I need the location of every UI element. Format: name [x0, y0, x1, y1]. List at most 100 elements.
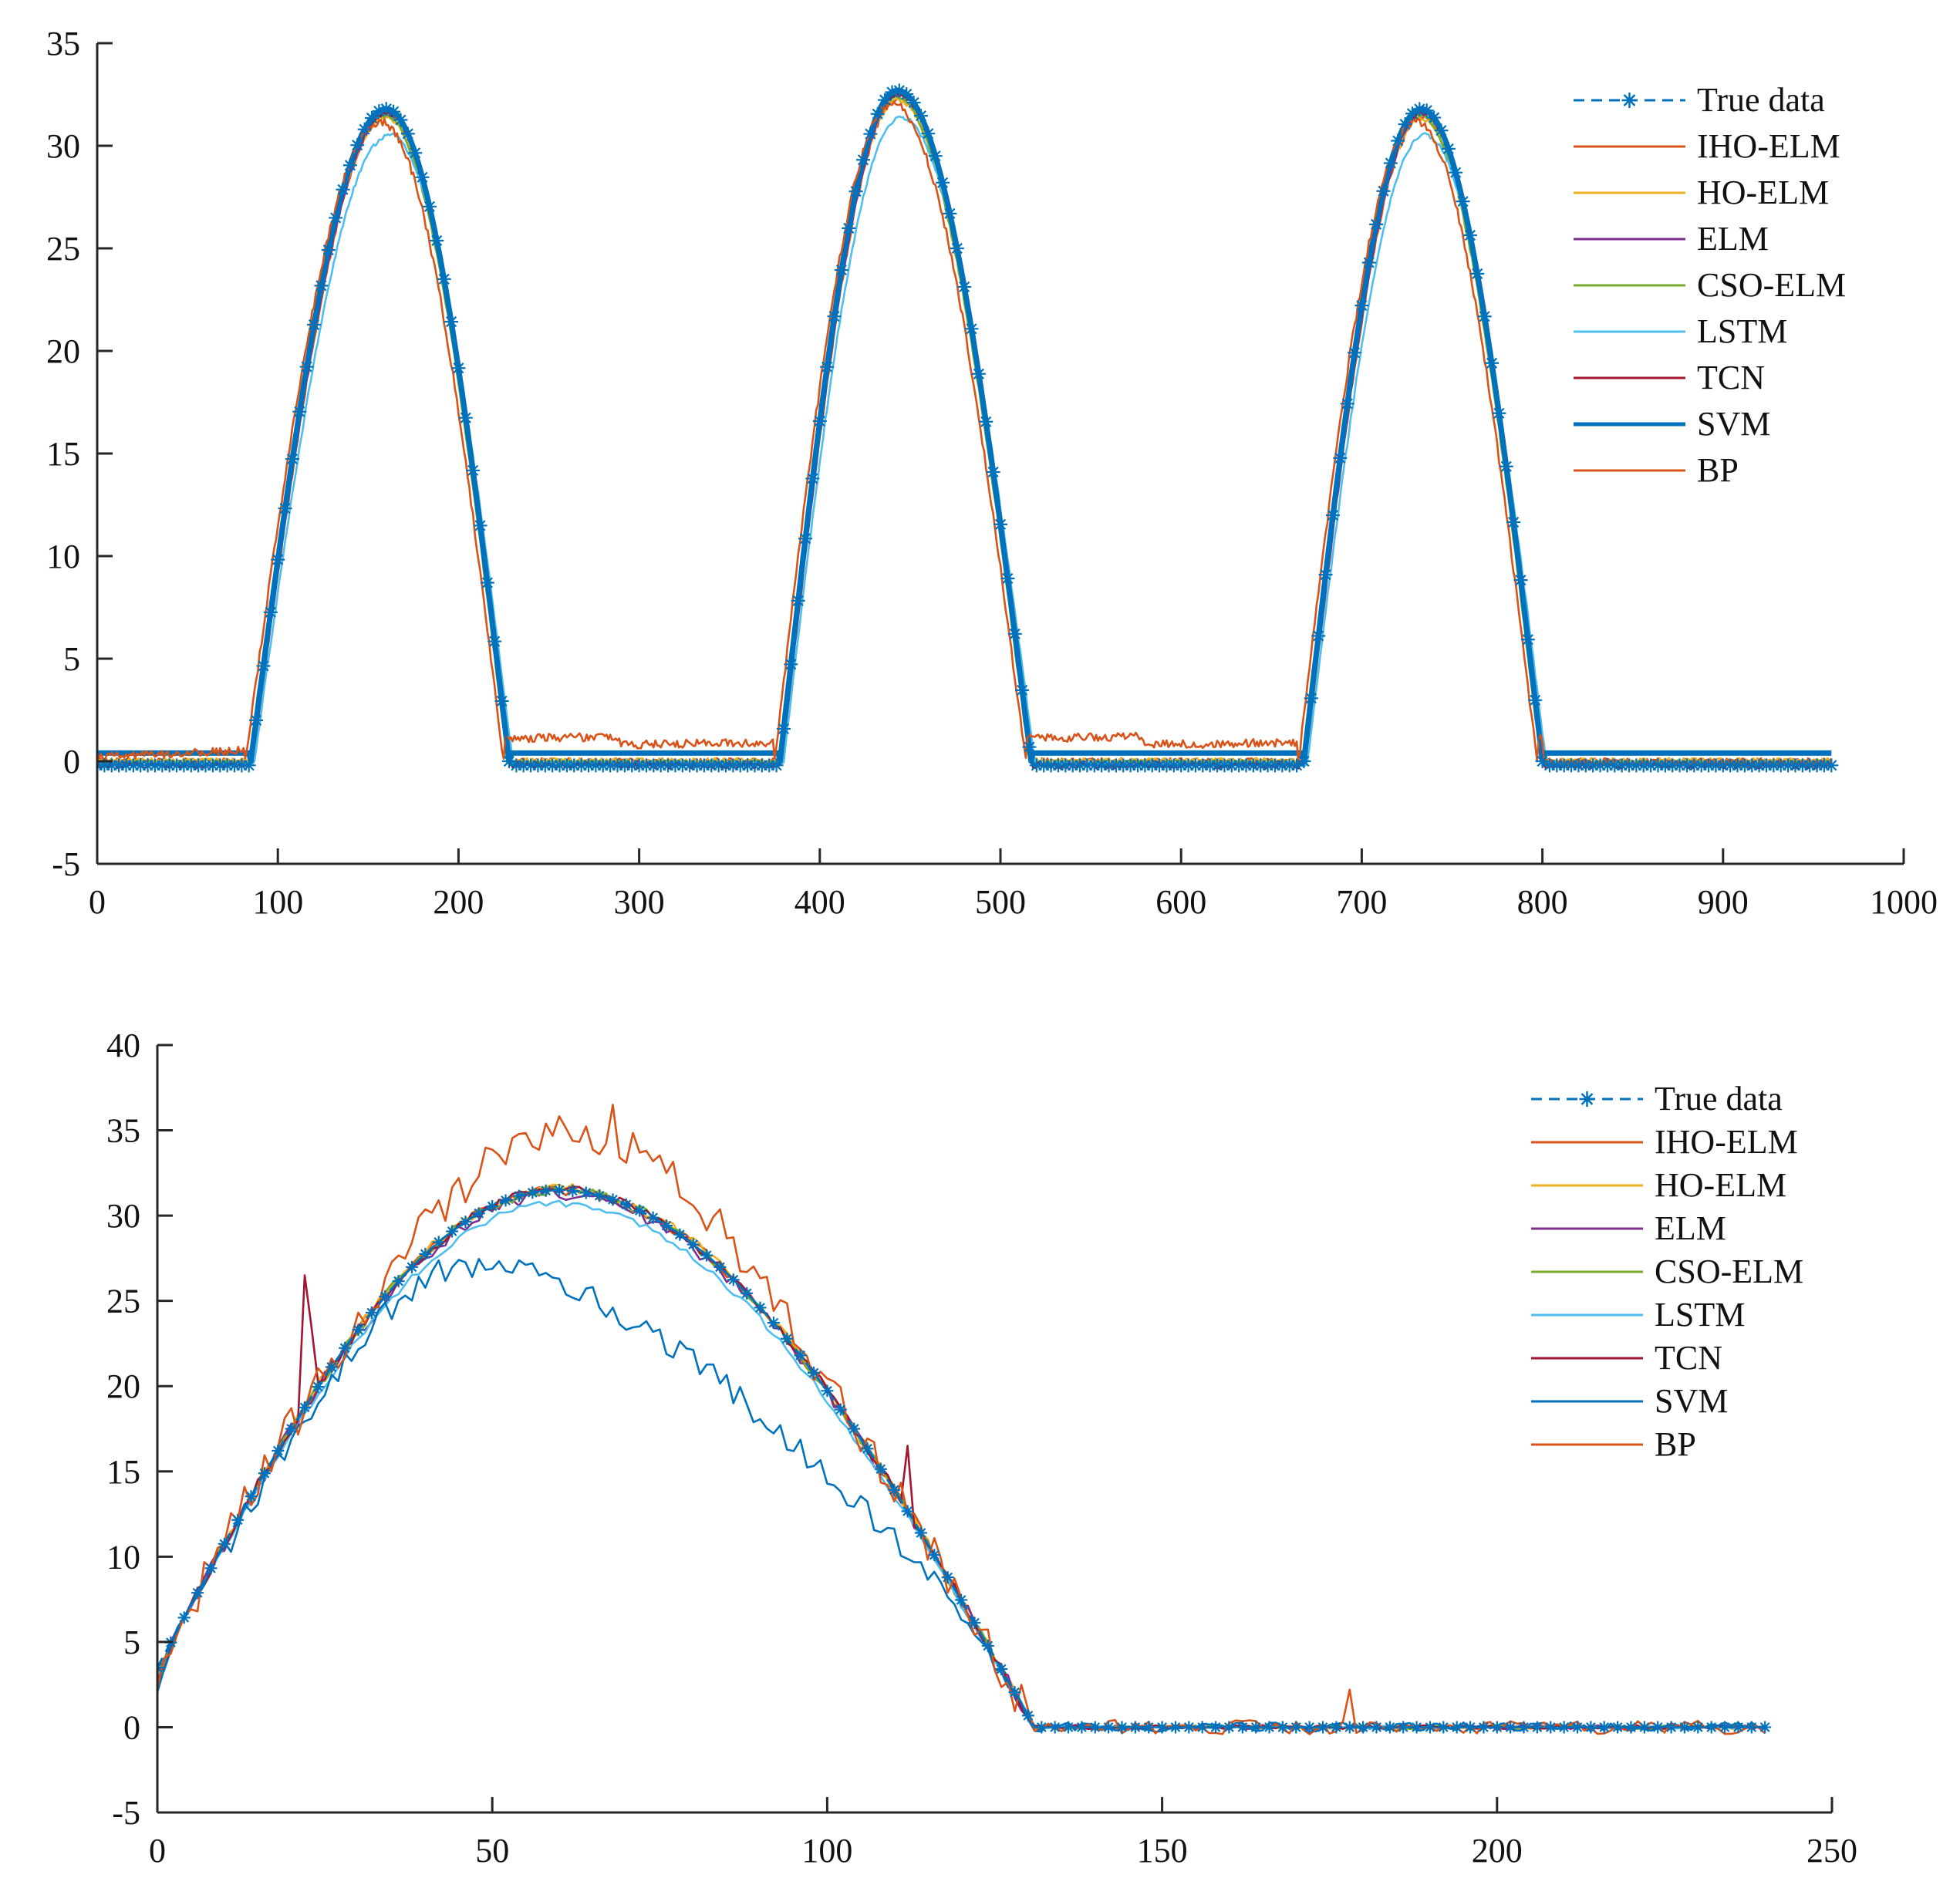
data-point-marker	[1665, 1721, 1678, 1734]
y-tick-label: 5	[63, 640, 80, 678]
data-point-marker	[386, 104, 401, 119]
data-point-marker	[1513, 573, 1528, 588]
series-line	[157, 1186, 1766, 1730]
data-point-marker	[995, 1662, 1008, 1675]
data-point-marker	[1330, 1721, 1343, 1734]
data-point-marker	[1441, 141, 1456, 156]
series-line	[97, 89, 1832, 767]
data-point-marker	[1253, 758, 1268, 773]
data-point-marker	[769, 758, 784, 773]
data-point-marker	[856, 153, 871, 167]
data-point-marker	[1571, 1721, 1584, 1734]
data-point-marker	[1795, 758, 1810, 773]
data-point-marker	[704, 758, 719, 773]
y-tick-label: 15	[46, 435, 80, 473]
data-point-marker	[1477, 1721, 1490, 1734]
data-point-marker	[1542, 758, 1557, 773]
data-point-marker	[842, 221, 856, 235]
data-point-marker	[1564, 758, 1579, 773]
data-point-marker	[1412, 102, 1427, 116]
data-point-marker	[218, 1537, 231, 1550]
legend-item: ELM	[1574, 220, 1769, 258]
data-point-marker	[1007, 626, 1022, 641]
data-point-marker	[499, 1194, 512, 1207]
data-point-marker	[1678, 1721, 1691, 1734]
x-tick-label: 0	[149, 1832, 166, 1870]
data-point-marker	[683, 758, 697, 773]
data-point-marker	[1665, 758, 1680, 773]
data-point-marker	[1550, 758, 1564, 773]
data-point-marker	[1317, 1721, 1330, 1734]
data-point-marker	[1423, 1721, 1436, 1734]
data-point-marker	[1037, 758, 1051, 773]
data-point-marker	[1614, 758, 1629, 773]
data-point-marker	[419, 1247, 432, 1260]
axes: 0 100 200 300 400 500 600 700 800 900 1000-5051015…	[46, 25, 1938, 921]
data-point-marker	[1391, 133, 1405, 148]
data-point-marker	[921, 126, 936, 141]
data-point-marker	[1464, 1721, 1477, 1734]
series-elm	[97, 92, 1832, 767]
y-tick-label: 5	[123, 1624, 140, 1661]
data-point-marker	[776, 721, 791, 736]
data-point-marker	[1357, 1721, 1370, 1734]
data-point-marker	[393, 113, 408, 127]
data-point-marker	[1224, 758, 1239, 773]
data-point-marker	[874, 1462, 887, 1475]
series-lstm	[97, 115, 1833, 767]
legend-label: TCN	[1655, 1339, 1722, 1377]
data-point-marker	[1304, 691, 1318, 706]
data-point-marker	[119, 758, 133, 773]
data-point-marker	[798, 531, 813, 546]
y-tick-label: 30	[106, 1197, 140, 1235]
data-point-marker	[1397, 1721, 1410, 1734]
data-point-marker	[633, 1204, 646, 1217]
series-ho-elm	[97, 97, 1832, 764]
series-true-data	[157, 1183, 1772, 1734]
y-tick-label: 0	[63, 743, 80, 781]
x-tick-label: 150	[1137, 1832, 1188, 1870]
data-point-marker	[1715, 758, 1730, 773]
legend-label: True data	[1697, 81, 1825, 119]
legend-item: CSO-ELM	[1574, 266, 1846, 304]
data-point-marker	[1250, 1721, 1263, 1734]
data-point-marker	[901, 1505, 914, 1518]
data-point-marker	[408, 146, 423, 160]
data-point-marker	[299, 359, 314, 374]
data-point-marker	[1236, 1721, 1249, 1734]
data-point-marker	[1528, 693, 1543, 707]
data-point-marker	[617, 758, 632, 773]
data-point-marker	[794, 1349, 807, 1362]
legend-label: IHO-ELM	[1697, 127, 1840, 165]
data-point-marker	[1624, 1721, 1638, 1734]
data-point-marker	[494, 693, 509, 708]
x-tick-label: 0	[89, 883, 106, 921]
x-tick-label: 900	[1698, 883, 1749, 921]
data-point-marker	[1159, 758, 1174, 773]
data-point-marker	[364, 110, 379, 125]
data-point-marker	[1383, 156, 1398, 170]
data-point-marker	[524, 758, 538, 773]
data-point-marker	[292, 404, 307, 419]
data-point-marker	[1354, 298, 1369, 313]
data-point-marker	[336, 182, 350, 197]
data-point-marker	[808, 1366, 821, 1379]
data-point-marker	[553, 1183, 566, 1196]
data-point-marker	[1290, 1721, 1303, 1734]
data-point-marker	[834, 1403, 847, 1416]
series-line	[97, 94, 1833, 766]
data-point-marker	[1600, 758, 1614, 773]
data-point-marker	[271, 552, 285, 567]
data-point-marker	[1073, 758, 1088, 773]
data-point-marker	[155, 758, 170, 773]
data-point-marker	[170, 758, 184, 773]
data-point-marker	[661, 758, 676, 773]
data-point-marker	[312, 1381, 325, 1394]
data-point-marker	[473, 518, 487, 533]
data-point-marker	[950, 241, 964, 255]
x-tick-label: 600	[1155, 883, 1206, 921]
data-point-marker	[993, 517, 1007, 531]
legend-item: LSTM	[1531, 1296, 1745, 1334]
